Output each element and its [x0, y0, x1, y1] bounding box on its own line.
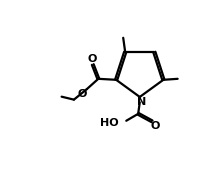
Text: HO: HO [100, 118, 119, 128]
Text: O: O [78, 89, 87, 99]
Text: N: N [137, 97, 146, 107]
Text: O: O [88, 54, 97, 64]
Text: O: O [150, 121, 160, 131]
